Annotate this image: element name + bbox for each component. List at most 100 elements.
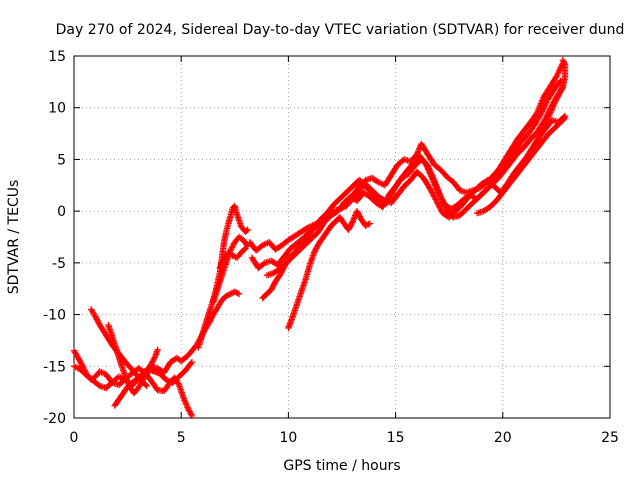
data-point: [180, 394, 187, 401]
data-point: [539, 106, 547, 114]
data-point: [560, 115, 568, 123]
data-point: [434, 200, 441, 207]
data-point: [554, 93, 562, 100]
data-point: [554, 70, 562, 77]
data-point: [548, 106, 556, 113]
data-point: [559, 56, 567, 64]
data-point: [535, 134, 542, 142]
data-point: [534, 136, 542, 143]
data-point: [531, 143, 538, 150]
data-point: [269, 283, 276, 291]
data-point: [188, 358, 196, 366]
data-point: [543, 117, 550, 125]
data-point: [227, 290, 234, 298]
data-point: [78, 361, 86, 369]
data-point: [188, 411, 195, 418]
data-point: [531, 141, 539, 149]
y-tick-labels: -20 -15 -10 -5 0 5 10 15: [43, 49, 66, 427]
data-point: [540, 124, 547, 132]
data-point: [561, 59, 568, 67]
data-point: [556, 67, 563, 74]
data-point: [541, 121, 548, 129]
data-point: [187, 360, 195, 367]
data-point: [345, 225, 353, 232]
data-point: [241, 246, 248, 253]
data-point: [313, 245, 320, 252]
data-point: [429, 190, 436, 198]
data-point: [276, 272, 284, 279]
data-point: [174, 380, 182, 387]
data-point: [278, 269, 285, 276]
data-point: [436, 204, 444, 211]
data-point: [541, 103, 548, 111]
y-tick-label: 10: [48, 101, 66, 117]
data-point: [543, 116, 551, 123]
data-point: [122, 373, 129, 380]
data-point: [438, 207, 445, 214]
data-point: [542, 118, 549, 126]
data-point: [437, 205, 444, 213]
data-point: [547, 107, 555, 115]
data-point: [426, 185, 434, 192]
data-point: [228, 289, 236, 297]
data-point: [540, 123, 548, 130]
data-point: [124, 377, 131, 385]
data-point: [433, 197, 440, 204]
data-point: [425, 165, 433, 172]
data-point: [231, 288, 238, 296]
data-point: [281, 262, 289, 269]
data-point: [93, 316, 101, 323]
data-point: [310, 249, 318, 256]
data-point: [440, 200, 448, 208]
data-point: [268, 286, 275, 293]
data-point: [539, 126, 546, 133]
data-point: [553, 73, 560, 80]
data-point: [533, 137, 541, 145]
data-point: [533, 138, 540, 146]
data-point: [547, 109, 554, 116]
data-point: [228, 245, 235, 253]
data-point: [75, 356, 83, 363]
data-point: [425, 163, 432, 171]
x-tick-labels: 0 5 10 15 20 25: [70, 430, 619, 446]
data-point: [439, 199, 447, 206]
chart-title: Day 270 of 2024, Sidereal Day-to-day VTE…: [56, 22, 625, 38]
y-tick-label: -10: [43, 308, 66, 324]
data-point: [148, 359, 156, 367]
data-point: [242, 245, 249, 252]
data-point: [536, 133, 543, 140]
data-point: [529, 145, 537, 153]
data-point: [76, 357, 83, 364]
data-point: [556, 90, 563, 98]
data-point: [432, 196, 439, 203]
data-point: [139, 377, 146, 384]
data-point: [365, 221, 372, 228]
data-point: [551, 100, 558, 107]
data-point: [553, 94, 561, 102]
data-point: [537, 130, 544, 138]
data-point: [541, 102, 549, 109]
data-point: [183, 402, 191, 410]
data-point: [278, 267, 286, 275]
data-point: [555, 69, 562, 76]
data-point: [283, 259, 290, 267]
data-point: [268, 285, 276, 292]
data-point: [234, 289, 241, 297]
data-point: [345, 226, 352, 233]
data-point: [435, 203, 443, 210]
data-point: [355, 212, 363, 219]
data-point: [532, 140, 539, 147]
data-point: [430, 193, 438, 200]
data-point: [428, 187, 435, 195]
data-point: [230, 241, 237, 249]
data-point: [363, 221, 371, 229]
data-point: [551, 98, 559, 106]
data-point: [95, 318, 102, 326]
data-point: [428, 189, 436, 196]
y-tick-label: 5: [57, 152, 66, 168]
data-point: [277, 270, 284, 278]
data-point: [427, 169, 435, 177]
data-point: [549, 104, 556, 112]
data-point: [549, 103, 557, 110]
